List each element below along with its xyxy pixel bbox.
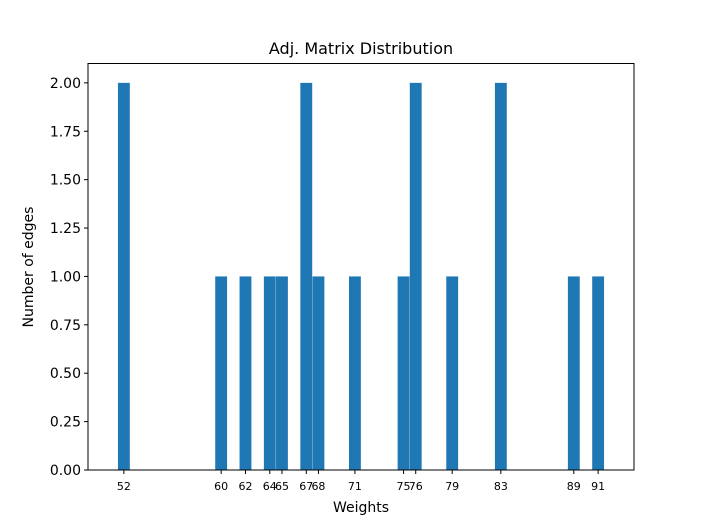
x-tick-label: 64	[263, 480, 277, 493]
x-tick-label: 60	[214, 480, 228, 493]
y-tick-label: 1.25	[50, 221, 81, 237]
bar-67	[300, 82, 313, 470]
y-axis-label: Number of edges	[21, 207, 37, 328]
x-tick-label: 71	[348, 480, 362, 493]
bar-64	[263, 276, 276, 470]
bar-52	[117, 82, 130, 470]
bars-group	[117, 82, 605, 470]
bar-91	[592, 276, 605, 470]
x-tick-label: 65	[275, 480, 289, 493]
x-tick-label: 62	[238, 480, 252, 493]
y-tick-label: 0.75	[50, 318, 81, 334]
x-tick-label: 91	[591, 480, 605, 493]
x-tick-label: 76	[409, 480, 423, 493]
x-tick-label: 83	[494, 480, 508, 493]
bar-68	[312, 276, 325, 470]
y-tick-label: 2.00	[50, 76, 81, 92]
chart-title: Adj. Matrix Distribution	[269, 39, 453, 58]
bar-65	[276, 276, 288, 470]
y-axis: 0.00 0.25 0.50 0.75 1.00 1.25 1.50 1.75 2.00	[50, 76, 88, 479]
x-tick-label: 75	[397, 480, 411, 493]
y-tick-label: 1.00	[50, 269, 81, 285]
x-tick-label: 52	[117, 480, 131, 493]
x-tick-label: 89	[567, 480, 581, 493]
bar-89	[567, 276, 580, 470]
x-axis-label: Weights	[333, 500, 389, 516]
bar-62	[239, 276, 252, 470]
bar-76	[409, 82, 422, 470]
bar-75	[397, 276, 410, 470]
x-tick-label: 67	[299, 480, 313, 493]
y-tick-label: 1.50	[50, 173, 81, 189]
x-tick-label: 79	[445, 480, 459, 493]
bar-79	[446, 276, 459, 470]
bar-83	[494, 82, 507, 470]
x-tick-label: 68	[311, 480, 325, 493]
y-tick-label: 0.50	[50, 366, 81, 382]
y-tick-label: 0.00	[50, 463, 81, 479]
y-tick-label: 0.25	[50, 415, 81, 431]
bar-71	[348, 276, 361, 470]
bar-60	[215, 276, 228, 470]
plot-frame	[87, 63, 635, 471]
y-tick-label: 1.75	[50, 124, 81, 140]
